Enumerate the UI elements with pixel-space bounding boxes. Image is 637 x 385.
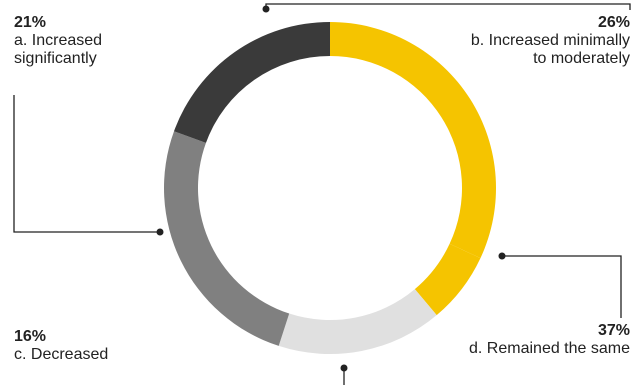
label-d: 37% d. Remained the same bbox=[370, 322, 630, 358]
label-a-line2: significantly bbox=[14, 50, 97, 67]
leader-dot-d bbox=[498, 252, 506, 260]
label-c: 16% c. Decreased bbox=[14, 328, 108, 364]
label-b-pct: 26% bbox=[597, 14, 630, 31]
label-d-line1: d. Remained the same bbox=[469, 340, 630, 357]
label-b-line1: b. Increased minimally bbox=[470, 32, 630, 49]
label-a-pct: 21% bbox=[14, 14, 47, 31]
donut-slice-3 bbox=[278, 289, 437, 354]
leader-line-d bbox=[502, 255, 622, 318]
label-b: 26% b. Increased minimally to moderately bbox=[370, 14, 630, 68]
leader-dot-bottom bbox=[340, 364, 348, 372]
label-d-pct: 37% bbox=[597, 322, 630, 339]
label-a-line1: a. Increased bbox=[14, 32, 103, 49]
leader-line-b bbox=[265, 3, 631, 10]
label-c-line1: c. Decreased bbox=[14, 346, 109, 363]
leader-line-a bbox=[13, 95, 160, 233]
leader-dot-b bbox=[262, 5, 270, 13]
donut-slice-5 bbox=[174, 22, 330, 143]
leader-dot-a bbox=[156, 228, 164, 236]
donut-slice-1 bbox=[330, 22, 496, 259]
donut-slice-2 bbox=[414, 243, 481, 316]
label-a: 21% a. Increased significantly bbox=[14, 14, 102, 68]
label-b-line2: to moderately bbox=[533, 50, 630, 67]
donut-slice-4 bbox=[163, 131, 290, 346]
label-c-pct: 16% bbox=[14, 328, 47, 345]
